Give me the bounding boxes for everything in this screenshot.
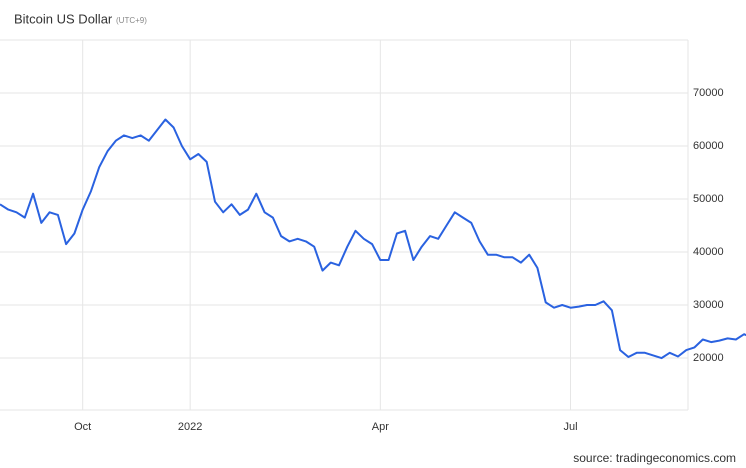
x-tick-label: Oct xyxy=(74,421,91,433)
y-tick-label: 20000 xyxy=(693,352,724,364)
y-tick-label: 50000 xyxy=(693,193,724,205)
y-tick-label: 30000 xyxy=(693,299,724,311)
chart-subtitle: (UTC+9) xyxy=(116,16,147,25)
y-tick-label: 40000 xyxy=(693,246,724,258)
x-tick-label: Jul xyxy=(563,421,577,433)
price-line xyxy=(0,118,746,360)
y-tick-label: 70000 xyxy=(693,87,724,99)
x-tick-label: 2022 xyxy=(178,421,202,433)
y-tick-label: 60000 xyxy=(693,140,724,152)
chart-title: Bitcoin US Dollar xyxy=(14,11,113,26)
source: source: tradingeconomics.com xyxy=(573,451,736,465)
x-tick-label: Apr xyxy=(372,421,389,433)
